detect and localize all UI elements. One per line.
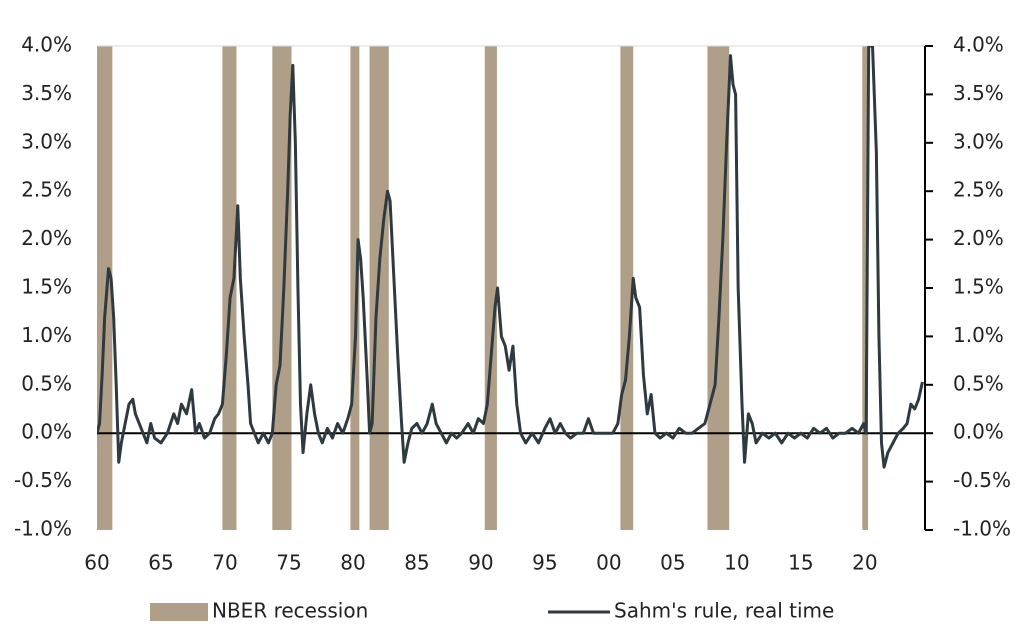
y2-tick-label: 2.5% [953,178,1004,202]
y-tick-label: 4.0% [21,33,72,57]
recession-band [272,46,292,530]
y2-tick-label: 0.5% [953,371,1004,395]
x-tick-label: 60 [84,551,109,575]
y-tick-label: 0.5% [21,371,72,395]
x-tick-label: 80 [340,551,365,575]
y2-tick-label: 3.5% [953,81,1004,105]
y-tick-label: -1.0% [14,517,72,541]
x-tick-label: 90 [468,551,493,575]
recession-band [350,46,360,530]
recession-band [707,46,730,530]
recession-bands [97,46,869,530]
y2-tick-label: -0.5% [953,468,1011,492]
y-tick-label: 1.0% [21,323,72,347]
y2-tick-label: 0.0% [953,420,1004,444]
recession-band [484,46,497,530]
x-tick-label: 10 [724,551,749,575]
y-tick-label: 3.5% [21,81,72,105]
y-tick-label: 2.5% [21,178,72,202]
y-tick-label: 3.0% [21,129,72,153]
x-tick-label: 65 [148,551,173,575]
y2-tick-label: 1.5% [953,275,1004,299]
legend-label: NBER recession [212,599,368,623]
legend-label: Sahm's rule, real time [614,599,834,623]
x-tick-label: 05 [660,551,685,575]
x-tick-label: 15 [788,551,813,575]
x-tick-label: 00 [596,551,621,575]
x-tick-label: 70 [212,551,237,575]
recession-band [620,46,634,530]
y2-tick-label: 2.0% [953,226,1004,250]
y-tick-label: -0.5% [14,468,72,492]
grid [97,45,925,435]
recession-band [97,46,113,530]
lines [97,46,924,469]
legend-swatch [150,603,208,621]
y2-tick-label: -1.0% [953,517,1011,541]
x-tick-label: 85 [404,551,429,575]
series-line [97,46,924,469]
x-tick-label: 75 [276,551,301,575]
x-tick-label: 20 [852,551,877,575]
recession-band [862,46,869,530]
y-tick-label: 2.0% [21,226,72,250]
y2-tick-label: 1.0% [953,323,1004,347]
y-tick-label: 0.0% [21,420,72,444]
y2-tick-label: 4.0% [953,33,1004,57]
axes: -1.0% -0.5% 0.0% 0.5% 1.0% 1.5% 2.0% 2.5% 3.0% 3.… [14,33,1011,623]
recession-band [222,46,237,530]
x-tick-label: 95 [532,551,557,575]
y2-tick-label: 3.0% [953,129,1004,153]
y-tick-label: 1.5% [21,275,72,299]
